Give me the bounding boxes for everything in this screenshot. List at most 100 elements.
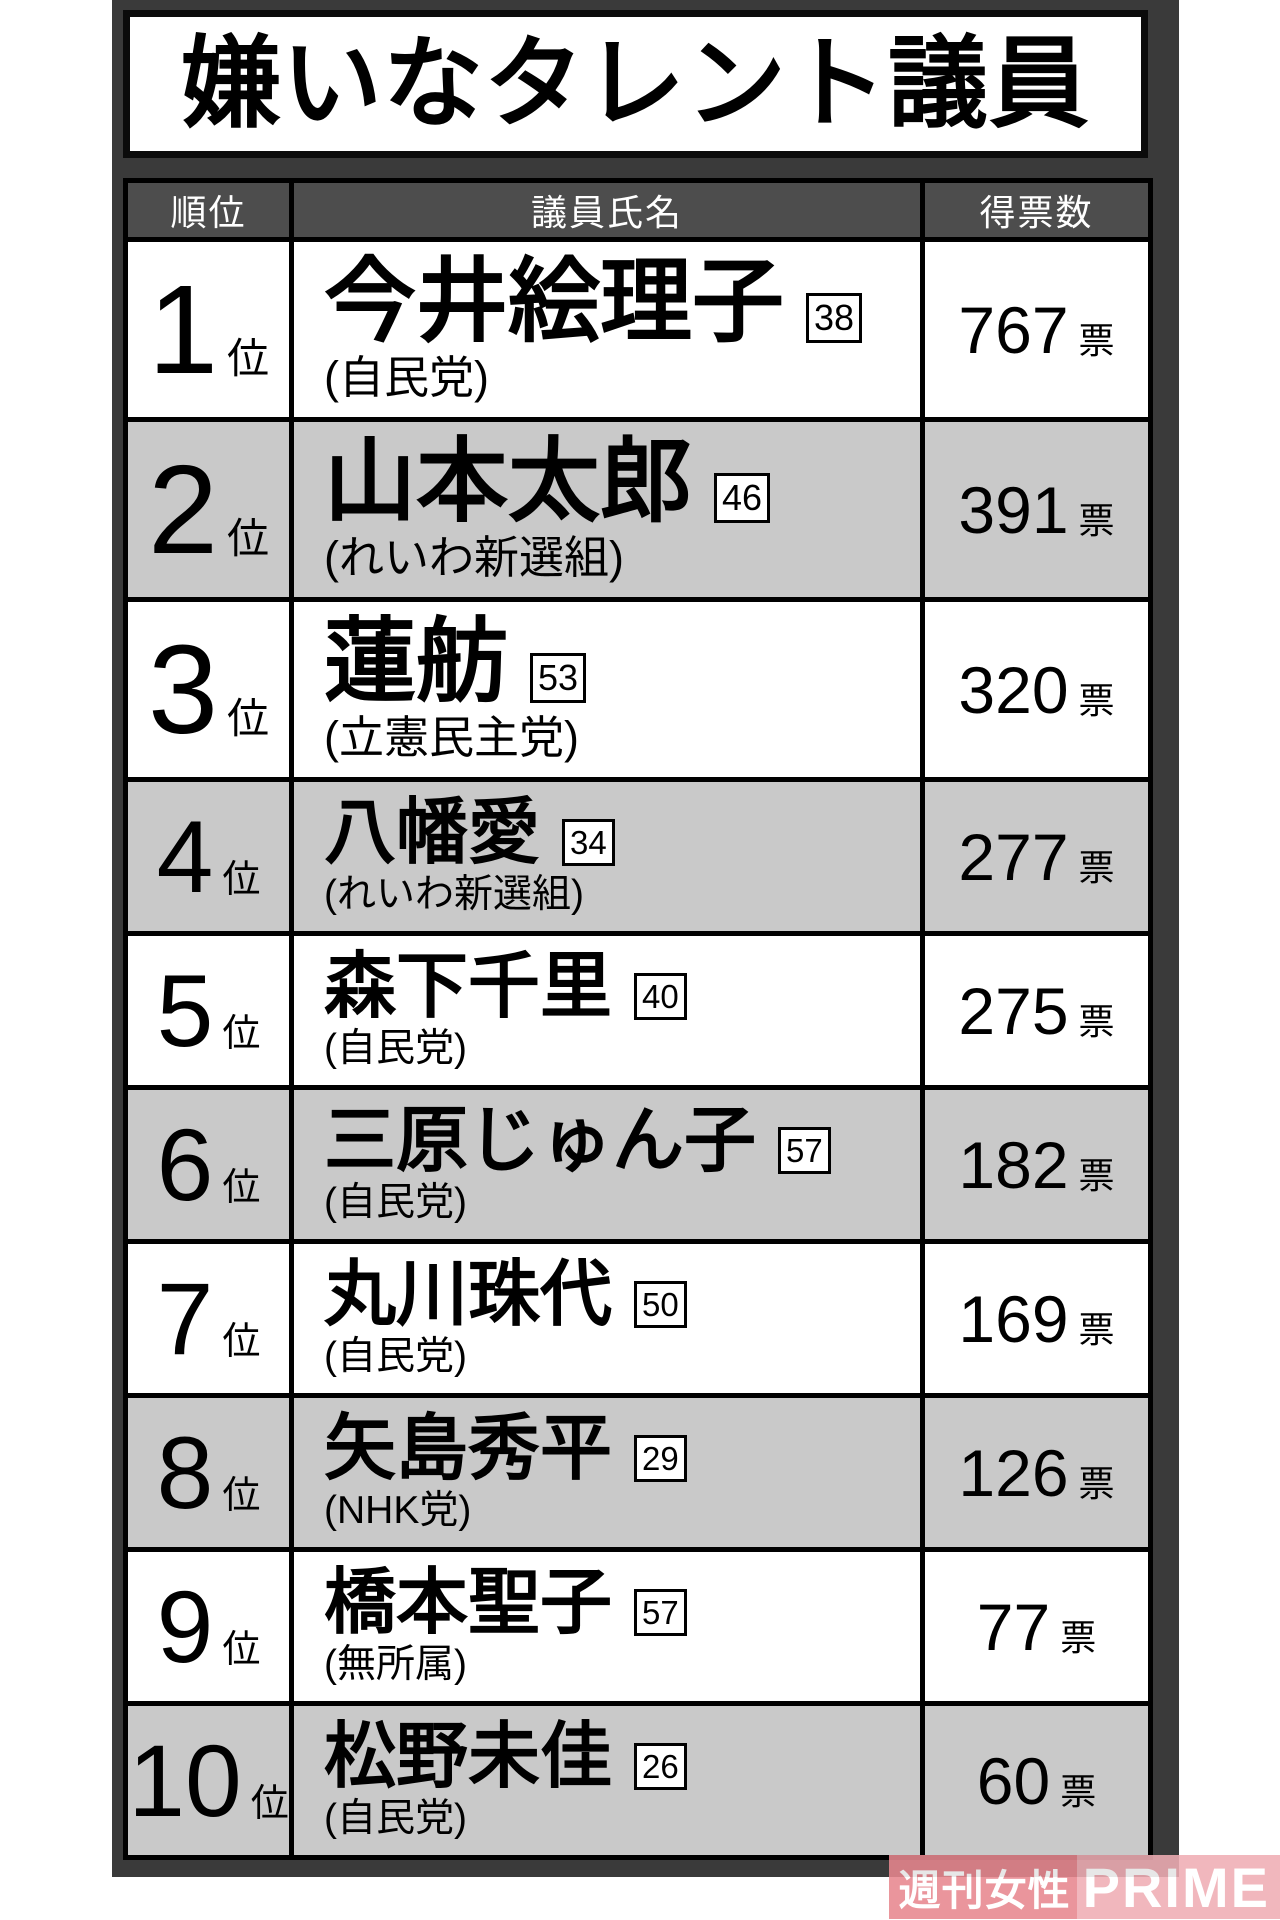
name-cell: 山本太郎 46 (れいわ新選組) <box>289 417 925 602</box>
name-line: 今井絵理子 38 <box>324 255 920 351</box>
vote-suffix: 票 <box>1078 1154 1115 1196</box>
name-line: 八幡愛 34 <box>324 796 920 871</box>
age-badge: 26 <box>634 1743 687 1791</box>
publisher-brand-suffix: PRIME <box>1076 1855 1280 1919</box>
votes-cell: 320 票 <box>920 597 1153 782</box>
rank-suffix: 位 <box>250 1782 289 1825</box>
age-badge: 57 <box>634 1589 687 1637</box>
column-header-rank: 順位 <box>123 178 294 242</box>
name-line: 三原じゅん子 57 <box>324 1104 920 1179</box>
votes-cell: 169 票 <box>920 1239 1153 1398</box>
name-line: 矢島秀平 29 <box>324 1412 920 1487</box>
name-line: 松野未佳 26 <box>324 1720 920 1795</box>
name-cell: 今井絵理子 38 (自民党) <box>289 237 925 422</box>
vote-suffix: 票 <box>1078 1308 1115 1350</box>
votes-group: 277 票 <box>925 824 1148 890</box>
name-cell: 蓮舫 53 (立憲民主党) <box>289 597 925 782</box>
votes-cell: 182 票 <box>920 1085 1153 1244</box>
vote-count: 182 <box>958 1127 1069 1202</box>
vote-suffix: 票 <box>1078 499 1115 541</box>
name-cell: 橋本聖子 57 (無所属) <box>289 1547 925 1706</box>
politician-name: 矢島秀平 <box>324 1409 613 1490</box>
age-badge: 29 <box>634 1435 687 1483</box>
rank-suffix: 位 <box>227 694 270 742</box>
politician-name: 山本太郎 <box>324 431 693 534</box>
name-cell: 矢島秀平 29 (NHK党) <box>289 1393 925 1552</box>
vote-suffix: 票 <box>1078 319 1115 361</box>
rank-suffix: 位 <box>222 1474 261 1517</box>
vote-count: 60 <box>976 1743 1051 1818</box>
rank-number: 6 <box>156 1107 214 1222</box>
votes-group: 182 票 <box>925 1132 1148 1198</box>
rank-number: 7 <box>156 1261 214 1376</box>
vote-count: 275 <box>958 973 1069 1048</box>
vote-suffix: 票 <box>1078 846 1115 888</box>
table-row: 10 位 松野未佳 26 (自民党) 60 票 <box>123 1701 1153 1860</box>
politician-name: 森下千里 <box>324 947 613 1028</box>
votes-cell: 767 票 <box>920 237 1153 422</box>
age-badge: 53 <box>530 653 587 704</box>
votes-cell: 275 票 <box>920 931 1153 1090</box>
vote-suffix: 票 <box>1060 1616 1097 1658</box>
politician-name: 松野未佳 <box>324 1717 613 1798</box>
publisher-logo: 週刊女性 PRIME <box>888 1855 1280 1919</box>
votes-cell: 277 票 <box>920 777 1153 936</box>
vote-suffix: 票 <box>1078 1000 1115 1042</box>
age-badge: 50 <box>634 1281 687 1329</box>
column-header-votes: 得票数 <box>920 178 1153 242</box>
votes-group: 126 票 <box>925 1440 1148 1506</box>
name-cell: 三原じゅん子 57 (自民党) <box>289 1085 925 1244</box>
votes-group: 275 票 <box>925 978 1148 1044</box>
age-badge: 57 <box>778 1127 831 1175</box>
rank-suffix: 位 <box>222 1628 261 1671</box>
table-header-row: 順位 議員氏名 得票数 <box>123 178 1153 242</box>
name-cell: 丸川珠代 50 (自民党) <box>289 1239 925 1398</box>
age-badge: 46 <box>714 473 771 524</box>
politician-name: 丸川珠代 <box>324 1255 613 1336</box>
votes-group: 169 票 <box>925 1286 1148 1352</box>
vote-count: 320 <box>958 652 1069 727</box>
vote-count: 277 <box>958 819 1069 894</box>
column-header-name: 議員氏名 <box>289 178 925 242</box>
age-badge: 38 <box>806 293 863 344</box>
party-name: (自民党) <box>324 352 489 404</box>
title-box: 嫌いなタレント議員 <box>123 10 1148 158</box>
politician-name: 今井絵理子 <box>324 251 785 354</box>
name-line: 橋本聖子 57 <box>324 1566 920 1641</box>
name-line: 森下千里 40 <box>324 950 920 1025</box>
vote-count: 126 <box>958 1435 1069 1510</box>
page-title: 嫌いなタレント議員 <box>181 28 1090 140</box>
name-cell: 八幡愛 34 (れいわ新選組) <box>289 777 925 936</box>
votes-group: 60 票 <box>925 1748 1148 1814</box>
votes-group: 391 票 <box>925 477 1148 543</box>
name-line: 山本太郎 46 <box>324 435 920 531</box>
votes-cell: 77 票 <box>920 1547 1153 1706</box>
votes-cell: 60 票 <box>920 1701 1153 1860</box>
party-name: (自民党) <box>324 1181 467 1225</box>
vote-count: 391 <box>958 472 1069 547</box>
party-name: (無所属) <box>324 1643 467 1687</box>
vote-count: 767 <box>958 292 1069 367</box>
rank-suffix: 位 <box>222 1320 261 1363</box>
rank-number: 1 <box>147 258 219 400</box>
age-badge: 34 <box>562 819 615 867</box>
